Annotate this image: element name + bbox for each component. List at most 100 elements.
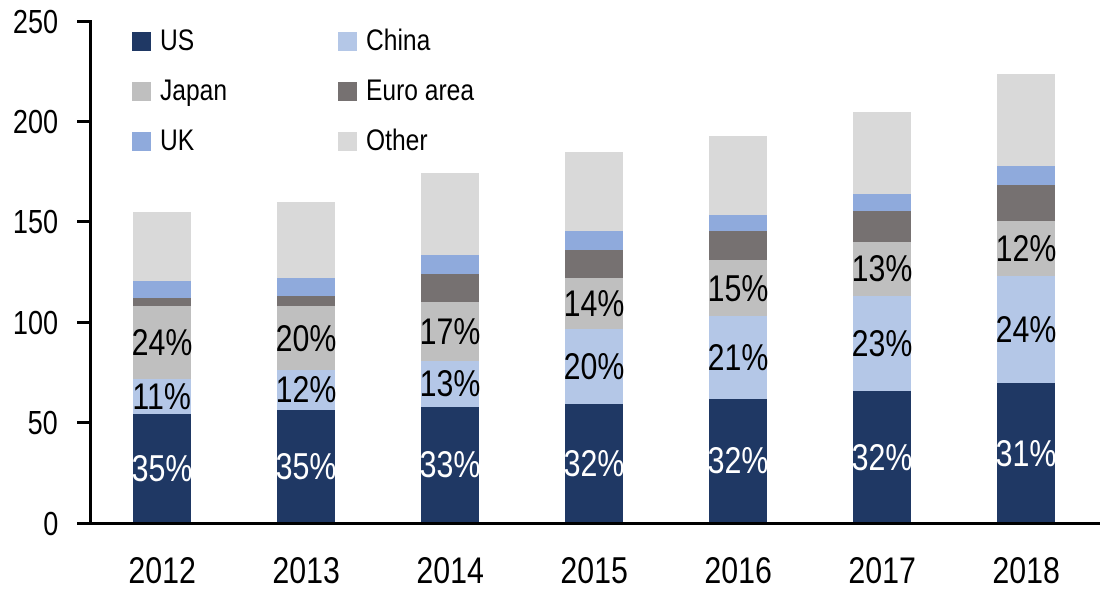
bar-segment-japan	[421, 302, 479, 362]
bar-segment-us	[709, 398, 767, 523]
legend-swatch-other	[338, 131, 357, 151]
y-axis-tick-label: 0	[0, 504, 58, 542]
x-axis-label-text: 2016	[704, 549, 772, 591]
bar-segment-japan	[565, 278, 623, 330]
legend-item-china: China	[338, 22, 444, 60]
legend-swatch-us	[132, 31, 151, 51]
x-axis-label-text: 2017	[848, 549, 916, 591]
bar-segment-uk	[853, 193, 911, 211]
bar-segment-us	[277, 409, 335, 523]
bar-2018: 31% 24% 12%	[996, 74, 1056, 523]
bar-2015: 32% 20% 14%	[564, 151, 624, 523]
x-axis-label-text: 2013	[272, 549, 340, 591]
bar-segment-uk	[709, 214, 767, 231]
y-axis-tick-label: 150	[0, 203, 58, 241]
bar-segment-china	[853, 296, 911, 392]
y-axis-tick	[77, 119, 89, 123]
bar-segment-us	[853, 391, 911, 523]
bar-segment-euro-area	[853, 210, 911, 242]
legend-label: Other	[366, 124, 428, 157]
bar-segment-japan	[277, 306, 335, 371]
bar-segment-euro-area	[277, 296, 335, 307]
bar-segment-uk	[277, 278, 335, 297]
legend-item-other: Other	[338, 122, 441, 160]
y-axis-tick-label: 100	[0, 303, 58, 341]
y-axis-tick-label-text: 100	[12, 303, 58, 341]
bar-segment-uk	[997, 165, 1055, 185]
bar-segment-uk	[421, 254, 479, 274]
legend-label: Japan	[160, 74, 228, 107]
bar-segment-euro-area	[133, 298, 191, 307]
x-axis-label-text: 2012	[128, 549, 196, 591]
bar-segment-china	[565, 329, 623, 404]
bar-segment-japan	[997, 220, 1055, 277]
x-axis-label-2015: 2015	[524, 551, 664, 589]
x-axis-line	[77, 521, 1100, 525]
bar-segment-other	[133, 211, 191, 282]
bar-segment-us	[133, 413, 191, 523]
bar-2013: 35% 12% 20%	[276, 201, 336, 523]
bar-2014: 33% 13% 17%	[420, 172, 480, 523]
y-axis-tick-label: 50	[0, 404, 58, 442]
bar-2012: 35% 11% 24%	[132, 211, 192, 523]
x-axis-label-2018: 2018	[956, 551, 1096, 589]
legend-swatch-uk	[132, 131, 151, 151]
legend-label: US	[160, 24, 195, 57]
y-axis-tick-label-text: 0	[42, 504, 58, 542]
legend-item-uk: UK	[132, 122, 202, 160]
y-axis-line	[89, 20, 92, 525]
y-axis-tick	[77, 220, 89, 224]
x-axis-label-text: 2015	[560, 549, 628, 591]
y-axis-tick	[77, 320, 89, 324]
legend-swatch-china	[338, 31, 357, 51]
bar-segment-euro-area	[565, 249, 623, 279]
bar-segment-japan	[709, 259, 767, 317]
bar-2016: 32% 21% 15%	[708, 136, 768, 523]
x-axis-label-2017: 2017	[812, 551, 952, 589]
bar-segment-euro-area	[997, 184, 1055, 221]
bar-segment-china	[421, 361, 479, 407]
bar-2017: 32% 23% 13%	[852, 112, 912, 523]
bar-segment-china	[133, 379, 191, 414]
bar-segment-other	[565, 151, 623, 231]
legend-label: China	[366, 24, 431, 57]
y-axis-tick-label-text: 200	[12, 102, 58, 140]
legend-swatch-euro-area	[338, 81, 357, 101]
bar-segment-us	[997, 383, 1055, 523]
x-axis-label-text: 2014	[416, 549, 484, 591]
bar-segment-uk	[133, 281, 191, 299]
bar-segment-other	[277, 201, 335, 279]
bar-segment-japan	[133, 306, 191, 380]
y-axis-tick-label: 200	[0, 102, 58, 140]
bar-segment-china	[277, 370, 335, 410]
bar-segment-other	[709, 136, 767, 215]
legend-item-japan: Japan	[132, 72, 242, 110]
bar-segment-other	[997, 74, 1055, 166]
bar-segment-uk	[565, 230, 623, 250]
legend-label: Euro area	[366, 74, 475, 107]
bar-segment-other	[853, 112, 911, 194]
bar-segment-us	[565, 403, 623, 523]
y-axis-tick-label-text: 150	[12, 203, 58, 241]
x-axis-label-text: 2018	[992, 549, 1060, 591]
legend-item-us: US	[132, 22, 202, 60]
y-axis-tick	[77, 19, 89, 23]
legend-swatch-japan	[132, 81, 151, 101]
x-axis-label-2013: 2013	[236, 551, 376, 589]
bar-segment-euro-area	[709, 230, 767, 260]
legend-label: UK	[160, 124, 195, 157]
x-axis-label-2014: 2014	[380, 551, 520, 589]
bar-segment-other	[421, 172, 479, 255]
bar-segment-euro-area	[421, 274, 479, 303]
y-axis-tick-label: 250	[0, 2, 58, 40]
x-axis-label-2016: 2016	[668, 551, 808, 589]
bar-segment-china	[997, 276, 1055, 384]
x-axis-label-2012: 2012	[92, 551, 232, 589]
y-axis-tick	[77, 421, 89, 425]
y-axis-tick-label-text: 50	[27, 404, 58, 442]
bar-segment-us	[421, 406, 479, 523]
y-axis-tick-label-text: 250	[12, 2, 58, 40]
bar-segment-china	[709, 316, 767, 399]
bar-segment-japan	[853, 241, 911, 297]
